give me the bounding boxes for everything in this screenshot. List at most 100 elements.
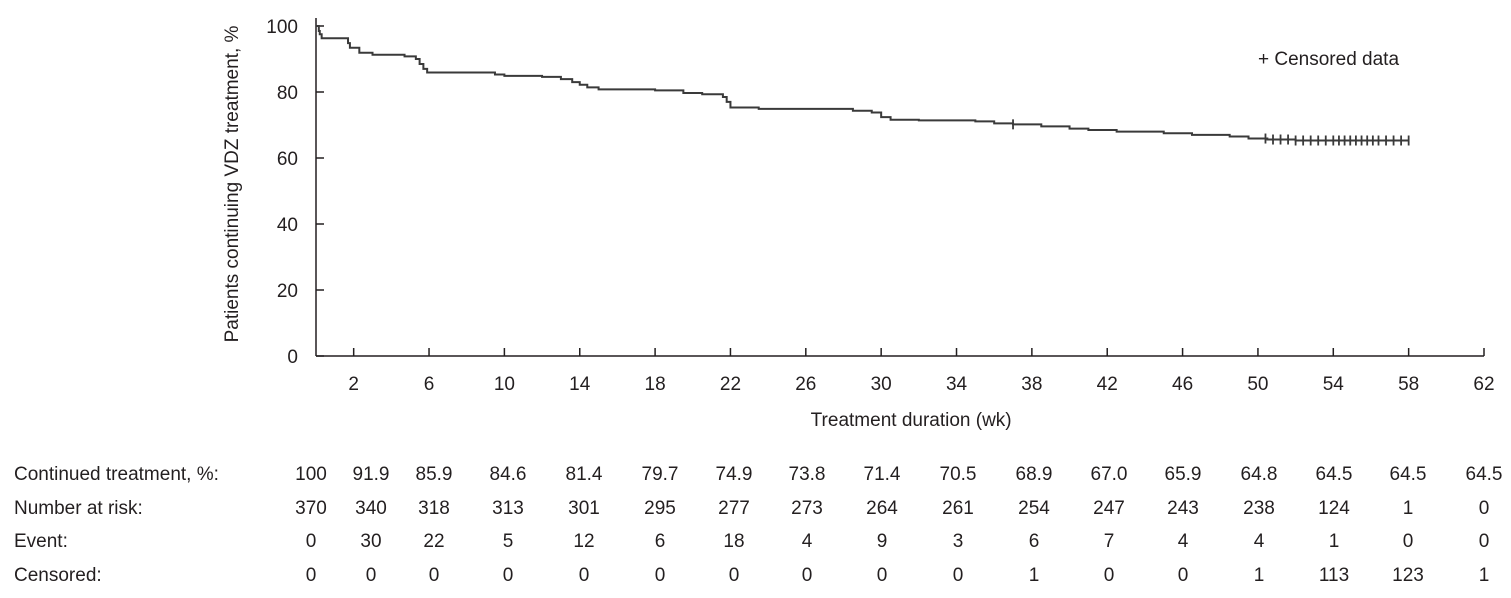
risk-row-label: Event: bbox=[14, 531, 68, 552]
x-axis-title: Treatment duration (wk) bbox=[811, 410, 1012, 431]
risk-cell: 277 bbox=[718, 498, 750, 519]
y-tick-label: 60 bbox=[277, 149, 298, 170]
risk-cell: 0 bbox=[429, 565, 440, 586]
y-tick-label: 40 bbox=[277, 215, 298, 236]
x-tick-label: 46 bbox=[1172, 374, 1193, 395]
risk-cell: 4 bbox=[1178, 531, 1189, 552]
risk-cell: 6 bbox=[1029, 531, 1040, 552]
risk-cell: 0 bbox=[1479, 498, 1490, 519]
x-tick-label: 50 bbox=[1247, 374, 1268, 395]
y-tick-label: 0 bbox=[287, 347, 298, 368]
risk-cell: 0 bbox=[655, 565, 666, 586]
risk-cell: 84.6 bbox=[490, 464, 527, 485]
risk-cell: 70.5 bbox=[940, 464, 977, 485]
risk-cell: 113 bbox=[1319, 565, 1349, 586]
risk-cell: 295 bbox=[644, 498, 676, 519]
censor-marks bbox=[1012, 119, 1410, 146]
risk-cell: 273 bbox=[791, 498, 823, 519]
risk-cell: 370 bbox=[295, 498, 327, 519]
risk-row-label: Continued treatment, %: bbox=[14, 464, 219, 485]
risk-cell: 0 bbox=[802, 565, 813, 586]
risk-cell: 64.8 bbox=[1241, 464, 1278, 485]
risk-cell: 64.5 bbox=[1316, 464, 1353, 485]
risk-cell: 4 bbox=[802, 531, 813, 552]
risk-cell: 0 bbox=[1479, 531, 1490, 552]
x-tick-label: 2 bbox=[348, 374, 359, 395]
legend-censored: + Censored data bbox=[1258, 49, 1399, 70]
risk-table: Continued treatment, %: 100 91.9 85.9 84.6 81… bbox=[14, 464, 1502, 586]
risk-row-label: Censored: bbox=[14, 565, 102, 586]
x-tick-label: 54 bbox=[1323, 374, 1345, 395]
risk-cell: 30 bbox=[360, 531, 381, 552]
y-ticks: 0 20 40 60 80 100 bbox=[266, 17, 324, 368]
risk-cell: 100 bbox=[295, 464, 327, 485]
risk-cell: 6 bbox=[655, 531, 666, 552]
risk-cell: 74.9 bbox=[716, 464, 753, 485]
risk-cell: 318 bbox=[418, 498, 450, 519]
risk-cell: 0 bbox=[729, 565, 740, 586]
y-tick-label: 80 bbox=[277, 83, 298, 104]
x-tick-label: 42 bbox=[1097, 374, 1118, 395]
risk-cell: 238 bbox=[1243, 498, 1275, 519]
risk-cell: 3 bbox=[953, 531, 964, 552]
y-tick-label: 100 bbox=[266, 17, 298, 38]
x-tick-label: 10 bbox=[494, 374, 515, 395]
x-tick-label: 26 bbox=[795, 374, 816, 395]
risk-cell: 65.9 bbox=[1165, 464, 1202, 485]
risk-cell: 0 bbox=[1403, 531, 1414, 552]
risk-cell: 313 bbox=[492, 498, 524, 519]
risk-cell: 340 bbox=[355, 498, 387, 519]
survival-curve-line bbox=[316, 25, 1409, 142]
x-tick-label: 34 bbox=[946, 374, 968, 395]
risk-cell: 0 bbox=[503, 565, 514, 586]
risk-cell: 301 bbox=[568, 498, 600, 519]
risk-cell: 264 bbox=[866, 498, 898, 519]
x-tick-label: 14 bbox=[569, 374, 591, 395]
risk-cell: 67.0 bbox=[1091, 464, 1128, 485]
risk-cell: 64.5 bbox=[1466, 464, 1503, 485]
risk-cell: 5 bbox=[503, 531, 514, 552]
risk-cell: 79.7 bbox=[642, 464, 679, 485]
risk-cell: 64.5 bbox=[1390, 464, 1427, 485]
x-tick-label: 6 bbox=[424, 374, 435, 395]
y-tick-label: 20 bbox=[277, 281, 298, 302]
risk-cell: 9 bbox=[877, 531, 888, 552]
risk-cell: 0 bbox=[877, 565, 888, 586]
risk-cell: 85.9 bbox=[416, 464, 453, 485]
x-tick-label: 30 bbox=[871, 374, 892, 395]
risk-cell: 7 bbox=[1104, 531, 1115, 552]
risk-cell: 243 bbox=[1167, 498, 1199, 519]
risk-cell: 1 bbox=[1254, 565, 1265, 586]
x-tick-label: 62 bbox=[1473, 374, 1494, 395]
risk-cell: 0 bbox=[306, 531, 317, 552]
risk-cell: 0 bbox=[579, 565, 590, 586]
x-tick-label: 58 bbox=[1398, 374, 1419, 395]
risk-cell: 81.4 bbox=[566, 464, 603, 485]
x-tick-label: 22 bbox=[720, 374, 741, 395]
risk-cell: 254 bbox=[1018, 498, 1050, 519]
risk-cell: 0 bbox=[1178, 565, 1189, 586]
risk-cell: 0 bbox=[366, 565, 377, 586]
risk-cell: 1 bbox=[1329, 531, 1340, 552]
risk-cell: 1 bbox=[1403, 498, 1414, 519]
risk-cell: 68.9 bbox=[1016, 464, 1053, 485]
risk-cell: 18 bbox=[723, 531, 744, 552]
risk-cell: 91.9 bbox=[353, 464, 390, 485]
y-axis-title: Patients continuing VDZ treatment, % bbox=[222, 25, 243, 342]
risk-cell: 1 bbox=[1029, 565, 1040, 586]
risk-cell: 71.4 bbox=[864, 464, 901, 485]
risk-cell: 124 bbox=[1318, 498, 1350, 519]
risk-cell: 22 bbox=[423, 531, 444, 552]
risk-cell: 0 bbox=[1104, 565, 1115, 586]
x-tick-label: 18 bbox=[645, 374, 666, 395]
risk-cell: 247 bbox=[1093, 498, 1125, 519]
x-tick-label: 38 bbox=[1021, 374, 1042, 395]
risk-cell: 0 bbox=[306, 565, 317, 586]
risk-cell: 12 bbox=[573, 531, 594, 552]
axes bbox=[315, 18, 1484, 357]
risk-cell: 261 bbox=[942, 498, 974, 519]
risk-cell: 123 bbox=[1392, 565, 1424, 586]
risk-row-label: Number at risk: bbox=[14, 498, 143, 519]
risk-cell: 1 bbox=[1479, 565, 1490, 586]
